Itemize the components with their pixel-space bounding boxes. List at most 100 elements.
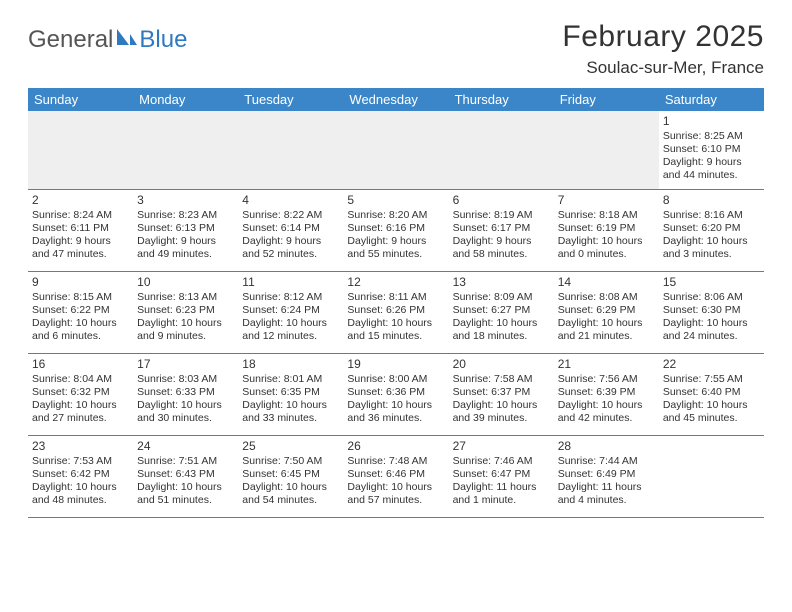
day-sunrise: Sunrise: 7:50 AM [242, 455, 339, 468]
calendar-cell [659, 435, 764, 517]
day-details: Sunrise: 7:48 AMSunset: 6:46 PMDaylight:… [347, 455, 444, 508]
day-number: 10 [137, 275, 234, 290]
day-daylight1: Daylight: 10 hours [453, 317, 550, 330]
weekday-header: Saturday [659, 88, 764, 111]
day-sunrise: Sunrise: 7:46 AM [453, 455, 550, 468]
calendar-cell [343, 111, 448, 189]
day-daylight1: Daylight: 9 hours [663, 156, 760, 169]
calendar-cell: 24Sunrise: 7:51 AMSunset: 6:43 PMDayligh… [133, 435, 238, 517]
day-details: Sunrise: 8:12 AMSunset: 6:24 PMDaylight:… [242, 291, 339, 344]
day-details: Sunrise: 8:00 AMSunset: 6:36 PMDaylight:… [347, 373, 444, 426]
day-sunset: Sunset: 6:43 PM [137, 468, 234, 481]
day-sunrise: Sunrise: 8:15 AM [32, 291, 129, 304]
weekday-header: Tuesday [238, 88, 343, 111]
day-number: 12 [347, 275, 444, 290]
day-sunrise: Sunrise: 8:04 AM [32, 373, 129, 386]
day-sunset: Sunset: 6:29 PM [558, 304, 655, 317]
day-number: 9 [32, 275, 129, 290]
day-number: 19 [347, 357, 444, 372]
day-details: Sunrise: 7:46 AMSunset: 6:47 PMDaylight:… [453, 455, 550, 508]
calendar-cell: 1Sunrise: 8:25 AMSunset: 6:10 PMDaylight… [659, 111, 764, 189]
calendar-cell: 17Sunrise: 8:03 AMSunset: 6:33 PMDayligh… [133, 353, 238, 435]
weekday-header: Friday [554, 88, 659, 111]
day-sunset: Sunset: 6:46 PM [347, 468, 444, 481]
day-daylight2: and 4 minutes. [558, 494, 655, 507]
day-sunset: Sunset: 6:14 PM [242, 222, 339, 235]
day-sunset: Sunset: 6:39 PM [558, 386, 655, 399]
calendar-cell: 10Sunrise: 8:13 AMSunset: 6:23 PMDayligh… [133, 271, 238, 353]
day-daylight2: and 27 minutes. [32, 412, 129, 425]
day-details: Sunrise: 8:16 AMSunset: 6:20 PMDaylight:… [663, 209, 760, 262]
day-details: Sunrise: 8:15 AMSunset: 6:22 PMDaylight:… [32, 291, 129, 344]
day-details: Sunrise: 8:25 AMSunset: 6:10 PMDaylight:… [663, 130, 760, 183]
day-sunrise: Sunrise: 8:20 AM [347, 209, 444, 222]
day-daylight2: and 57 minutes. [347, 494, 444, 507]
day-sunset: Sunset: 6:36 PM [347, 386, 444, 399]
day-number: 8 [663, 193, 760, 208]
day-details: Sunrise: 8:11 AMSunset: 6:26 PMDaylight:… [347, 291, 444, 344]
day-sunset: Sunset: 6:20 PM [663, 222, 760, 235]
day-number: 1 [663, 114, 760, 129]
calendar-cell: 26Sunrise: 7:48 AMSunset: 6:46 PMDayligh… [343, 435, 448, 517]
day-daylight1: Daylight: 10 hours [558, 399, 655, 412]
day-sunrise: Sunrise: 7:55 AM [663, 373, 760, 386]
calendar-week: 1Sunrise: 8:25 AMSunset: 6:10 PMDaylight… [28, 111, 764, 189]
logo: General Blue [28, 26, 187, 54]
day-number: 28 [558, 439, 655, 454]
day-sunset: Sunset: 6:24 PM [242, 304, 339, 317]
day-daylight1: Daylight: 10 hours [558, 317, 655, 330]
day-number: 27 [453, 439, 550, 454]
day-sunset: Sunset: 6:45 PM [242, 468, 339, 481]
day-sunset: Sunset: 6:49 PM [558, 468, 655, 481]
day-details: Sunrise: 7:44 AMSunset: 6:49 PMDaylight:… [558, 455, 655, 508]
weekday-header: Monday [133, 88, 238, 111]
day-details: Sunrise: 7:53 AMSunset: 6:42 PMDaylight:… [32, 455, 129, 508]
day-details: Sunrise: 8:09 AMSunset: 6:27 PMDaylight:… [453, 291, 550, 344]
day-details: Sunrise: 8:03 AMSunset: 6:33 PMDaylight:… [137, 373, 234, 426]
day-sunset: Sunset: 6:10 PM [663, 143, 760, 156]
day-daylight1: Daylight: 10 hours [663, 399, 760, 412]
calendar-cell [28, 111, 133, 189]
day-sunrise: Sunrise: 7:51 AM [137, 455, 234, 468]
day-sunset: Sunset: 6:19 PM [558, 222, 655, 235]
day-details: Sunrise: 7:55 AMSunset: 6:40 PMDaylight:… [663, 373, 760, 426]
calendar-cell: 6Sunrise: 8:19 AMSunset: 6:17 PMDaylight… [449, 189, 554, 271]
header: General Blue February 2025 Soulac-sur-Me… [28, 20, 764, 78]
day-sunset: Sunset: 6:26 PM [347, 304, 444, 317]
day-number: 21 [558, 357, 655, 372]
day-daylight2: and 1 minute. [453, 494, 550, 507]
calendar-cell: 3Sunrise: 8:23 AMSunset: 6:13 PMDaylight… [133, 189, 238, 271]
day-number: 26 [347, 439, 444, 454]
day-daylight2: and 42 minutes. [558, 412, 655, 425]
day-number: 13 [453, 275, 550, 290]
day-number: 4 [242, 193, 339, 208]
calendar-cell [449, 111, 554, 189]
day-details: Sunrise: 8:22 AMSunset: 6:14 PMDaylight:… [242, 209, 339, 262]
calendar-cell: 18Sunrise: 8:01 AMSunset: 6:35 PMDayligh… [238, 353, 343, 435]
day-sunrise: Sunrise: 8:12 AM [242, 291, 339, 304]
calendar-cell: 28Sunrise: 7:44 AMSunset: 6:49 PMDayligh… [554, 435, 659, 517]
day-number: 15 [663, 275, 760, 290]
day-sunrise: Sunrise: 8:24 AM [32, 209, 129, 222]
day-daylight2: and 3 minutes. [663, 248, 760, 261]
day-daylight2: and 6 minutes. [32, 330, 129, 343]
calendar-cell: 8Sunrise: 8:16 AMSunset: 6:20 PMDaylight… [659, 189, 764, 271]
calendar-cell: 22Sunrise: 7:55 AMSunset: 6:40 PMDayligh… [659, 353, 764, 435]
day-daylight2: and 12 minutes. [242, 330, 339, 343]
day-daylight1: Daylight: 10 hours [558, 235, 655, 248]
day-daylight2: and 15 minutes. [347, 330, 444, 343]
day-details: Sunrise: 7:51 AMSunset: 6:43 PMDaylight:… [137, 455, 234, 508]
day-daylight1: Daylight: 11 hours [453, 481, 550, 494]
day-number: 11 [242, 275, 339, 290]
day-daylight2: and 44 minutes. [663, 169, 760, 182]
day-number: 16 [32, 357, 129, 372]
day-details: Sunrise: 8:06 AMSunset: 6:30 PMDaylight:… [663, 291, 760, 344]
day-sunrise: Sunrise: 8:08 AM [558, 291, 655, 304]
day-sunrise: Sunrise: 8:06 AM [663, 291, 760, 304]
day-daylight2: and 55 minutes. [347, 248, 444, 261]
day-details: Sunrise: 7:56 AMSunset: 6:39 PMDaylight:… [558, 373, 655, 426]
day-number: 3 [137, 193, 234, 208]
day-daylight1: Daylight: 10 hours [663, 317, 760, 330]
day-daylight1: Daylight: 10 hours [137, 317, 234, 330]
calendar-cell: 13Sunrise: 8:09 AMSunset: 6:27 PMDayligh… [449, 271, 554, 353]
